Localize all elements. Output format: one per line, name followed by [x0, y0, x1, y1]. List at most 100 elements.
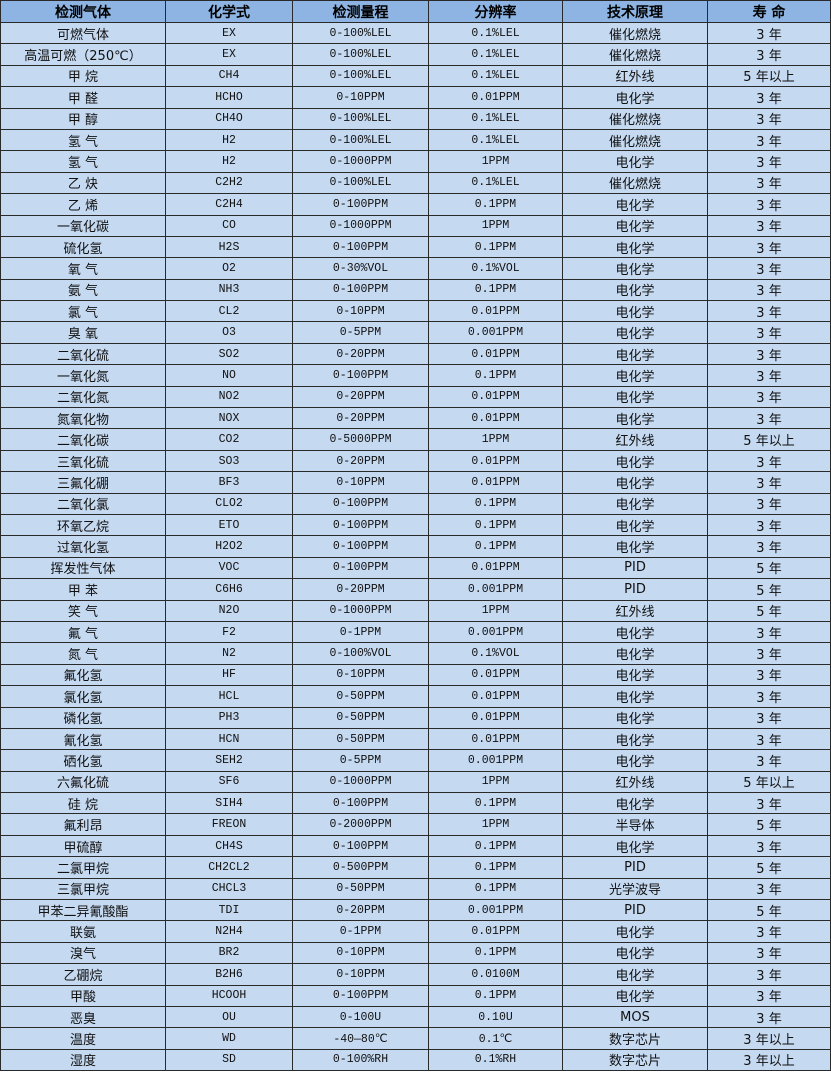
table-row: 乙 烯 C2H4 0-100PPM 0.1PPM 电化学 3 年 [0, 193, 831, 216]
cell-range: 0-100PPM [292, 984, 429, 1007]
cell-range: 0-100PPM [292, 193, 429, 216]
cell-resolution: 0.1PPM [428, 193, 563, 216]
cell-principle: 半导体 [562, 813, 708, 836]
cell-lifetime: 3 年 [707, 749, 831, 772]
cell-formula: H2S [165, 235, 293, 259]
cell-principle: 数字芯片 [562, 1027, 708, 1050]
cell-formula: HCHO [165, 86, 293, 109]
cell-resolution: 0.1PPM [428, 492, 563, 515]
cell-principle: 电化学 [562, 727, 708, 751]
table-row: 环氧乙烷 ETO 0-100PPM 0.1PPM 电化学 3 年 [0, 513, 831, 537]
cell-resolution: 0.01PPM [428, 86, 563, 109]
table-row: 氨 气 NH3 0-100PPM 0.1PPM 电化学 3 年 [0, 278, 831, 302]
cell-lifetime: 3 年 [707, 984, 831, 1007]
cell-formula: C6H6 [165, 578, 293, 601]
cell-range: 0-1000PPM [292, 214, 429, 237]
table-row: 二氧化碳 CO2 0-5000PPM 1PPM 红外线 5 年以上 [0, 428, 831, 451]
cell-gas: 温度 [0, 1027, 166, 1050]
cell-gas: 二氯甲烷 [0, 856, 166, 879]
cell-gas: 笑 气 [0, 599, 166, 622]
cell-principle: 电化学 [562, 706, 708, 729]
cell-lifetime: 3 年 [707, 86, 831, 109]
cell-resolution: 0.001PPM [428, 749, 563, 772]
cell-resolution: 0.1PPM [428, 513, 563, 537]
cell-range: 0-100PPM [292, 513, 429, 537]
cell-gas: 乙硼烷 [0, 963, 166, 986]
cell-formula: WD [165, 1027, 293, 1050]
table-row: 甲 醛 HCHO 0-10PPM 0.01PPM 电化学 3 年 [0, 86, 831, 109]
cell-range: 0-100%LEL [292, 107, 429, 130]
cell-formula: C2H4 [165, 193, 293, 216]
cell-principle: 电化学 [562, 792, 708, 815]
cell-gas: 联氨 [0, 920, 166, 943]
cell-resolution: 0.1%LEL [428, 171, 563, 195]
cell-range: 0-5000PPM [292, 428, 429, 451]
cell-lifetime: 3 年 [707, 449, 831, 473]
cell-range: 0-100PPM [292, 556, 429, 580]
cell-principle: 电化学 [562, 300, 708, 323]
cell-resolution: 1PPM [428, 428, 563, 451]
cell-resolution: 1PPM [428, 813, 563, 836]
cell-resolution: 0.01PPM [428, 449, 563, 473]
cell-lifetime: 3 年 [707, 43, 831, 66]
cell-lifetime: 3 年 [707, 941, 831, 965]
cell-resolution: 0.10U [428, 1005, 563, 1029]
table-row: 挥发性气体 VOC 0-100PPM 0.01PPM PID 5 年 [0, 556, 831, 580]
cell-lifetime: 3 年 [707, 492, 831, 515]
cell-formula: N2 [165, 642, 293, 665]
cell-formula: NO2 [165, 385, 293, 409]
cell-range: 0-1PPM [292, 620, 429, 644]
cell-gas: 乙 烯 [0, 193, 166, 216]
cell-range: 0-100%LEL [292, 128, 429, 152]
cell-range: 0-1000PPM [292, 770, 429, 794]
cell-principle: 电化学 [562, 620, 708, 644]
cell-formula: CH2CL2 [165, 856, 293, 879]
table-row: 一氧化碳 CO 0-1000PPM 1PPM 电化学 3 年 [0, 214, 831, 237]
table-row: 磷化氢 PH3 0-50PPM 0.01PPM 电化学 3 年 [0, 706, 831, 729]
cell-gas: 氯化氢 [0, 685, 166, 708]
table-row: 硒化氢 SEH2 0-5PPM 0.001PPM 电化学 3 年 [0, 749, 831, 772]
cell-gas: 可燃气体 [0, 21, 166, 45]
cell-lifetime: 3 年 [707, 21, 831, 45]
cell-formula: SO3 [165, 449, 293, 473]
table-row: 一氧化氮 NO 0-100PPM 0.1PPM 电化学 3 年 [0, 364, 831, 387]
cell-principle: 电化学 [562, 86, 708, 109]
cell-lifetime: 3 年 [707, 171, 831, 195]
cell-gas: 甲 醛 [0, 86, 166, 109]
cell-lifetime: 3 年 [707, 1005, 831, 1029]
cell-formula: B2H6 [165, 963, 293, 986]
cell-principle: 红外线 [562, 770, 708, 794]
cell-lifetime: 3 年 [707, 407, 831, 430]
cell-resolution: 0.1%LEL [428, 107, 563, 130]
cell-resolution: 0.01PPM [428, 727, 563, 751]
cell-resolution: 0.0100M [428, 963, 563, 986]
cell-range: 0-2000PPM [292, 813, 429, 836]
cell-gas: 氯 气 [0, 300, 166, 323]
table-row: 三氧化硫 SO3 0-20PPM 0.01PPM 电化学 3 年 [0, 449, 831, 473]
cell-formula: SF6 [165, 770, 293, 794]
cell-formula: ETO [165, 513, 293, 537]
cell-range: 0-50PPM [292, 706, 429, 729]
cell-lifetime: 3 年 [707, 620, 831, 644]
cell-lifetime: 5 年 [707, 556, 831, 580]
cell-formula: NOX [165, 407, 293, 430]
cell-resolution: 0.1PPM [428, 278, 563, 302]
cell-range: 0-100%VOL [292, 642, 429, 665]
cell-resolution: 0.001PPM [428, 321, 563, 344]
cell-principle: 电化学 [562, 385, 708, 409]
cell-principle: PID [562, 856, 708, 879]
cell-resolution: 1PPM [428, 599, 563, 622]
cell-principle: 电化学 [562, 364, 708, 387]
cell-lifetime: 3 年 [707, 663, 831, 687]
cell-gas: 氧 气 [0, 257, 166, 280]
cell-principle: 电化学 [562, 407, 708, 430]
cell-range: 0-100%RH [292, 1048, 429, 1072]
cell-lifetime: 3 年 [707, 321, 831, 344]
cell-formula: NO [165, 364, 293, 387]
cell-resolution: 0.1PPM [428, 877, 563, 901]
cell-principle: MOS [562, 1005, 708, 1029]
table-row: 恶臭 OU 0-100U 0.10U MOS 3 年 [0, 1005, 831, 1029]
cell-range: 0-100%LEL [292, 171, 429, 195]
cell-gas: 二氧化氯 [0, 492, 166, 515]
cell-gas: 甲酸 [0, 984, 166, 1007]
